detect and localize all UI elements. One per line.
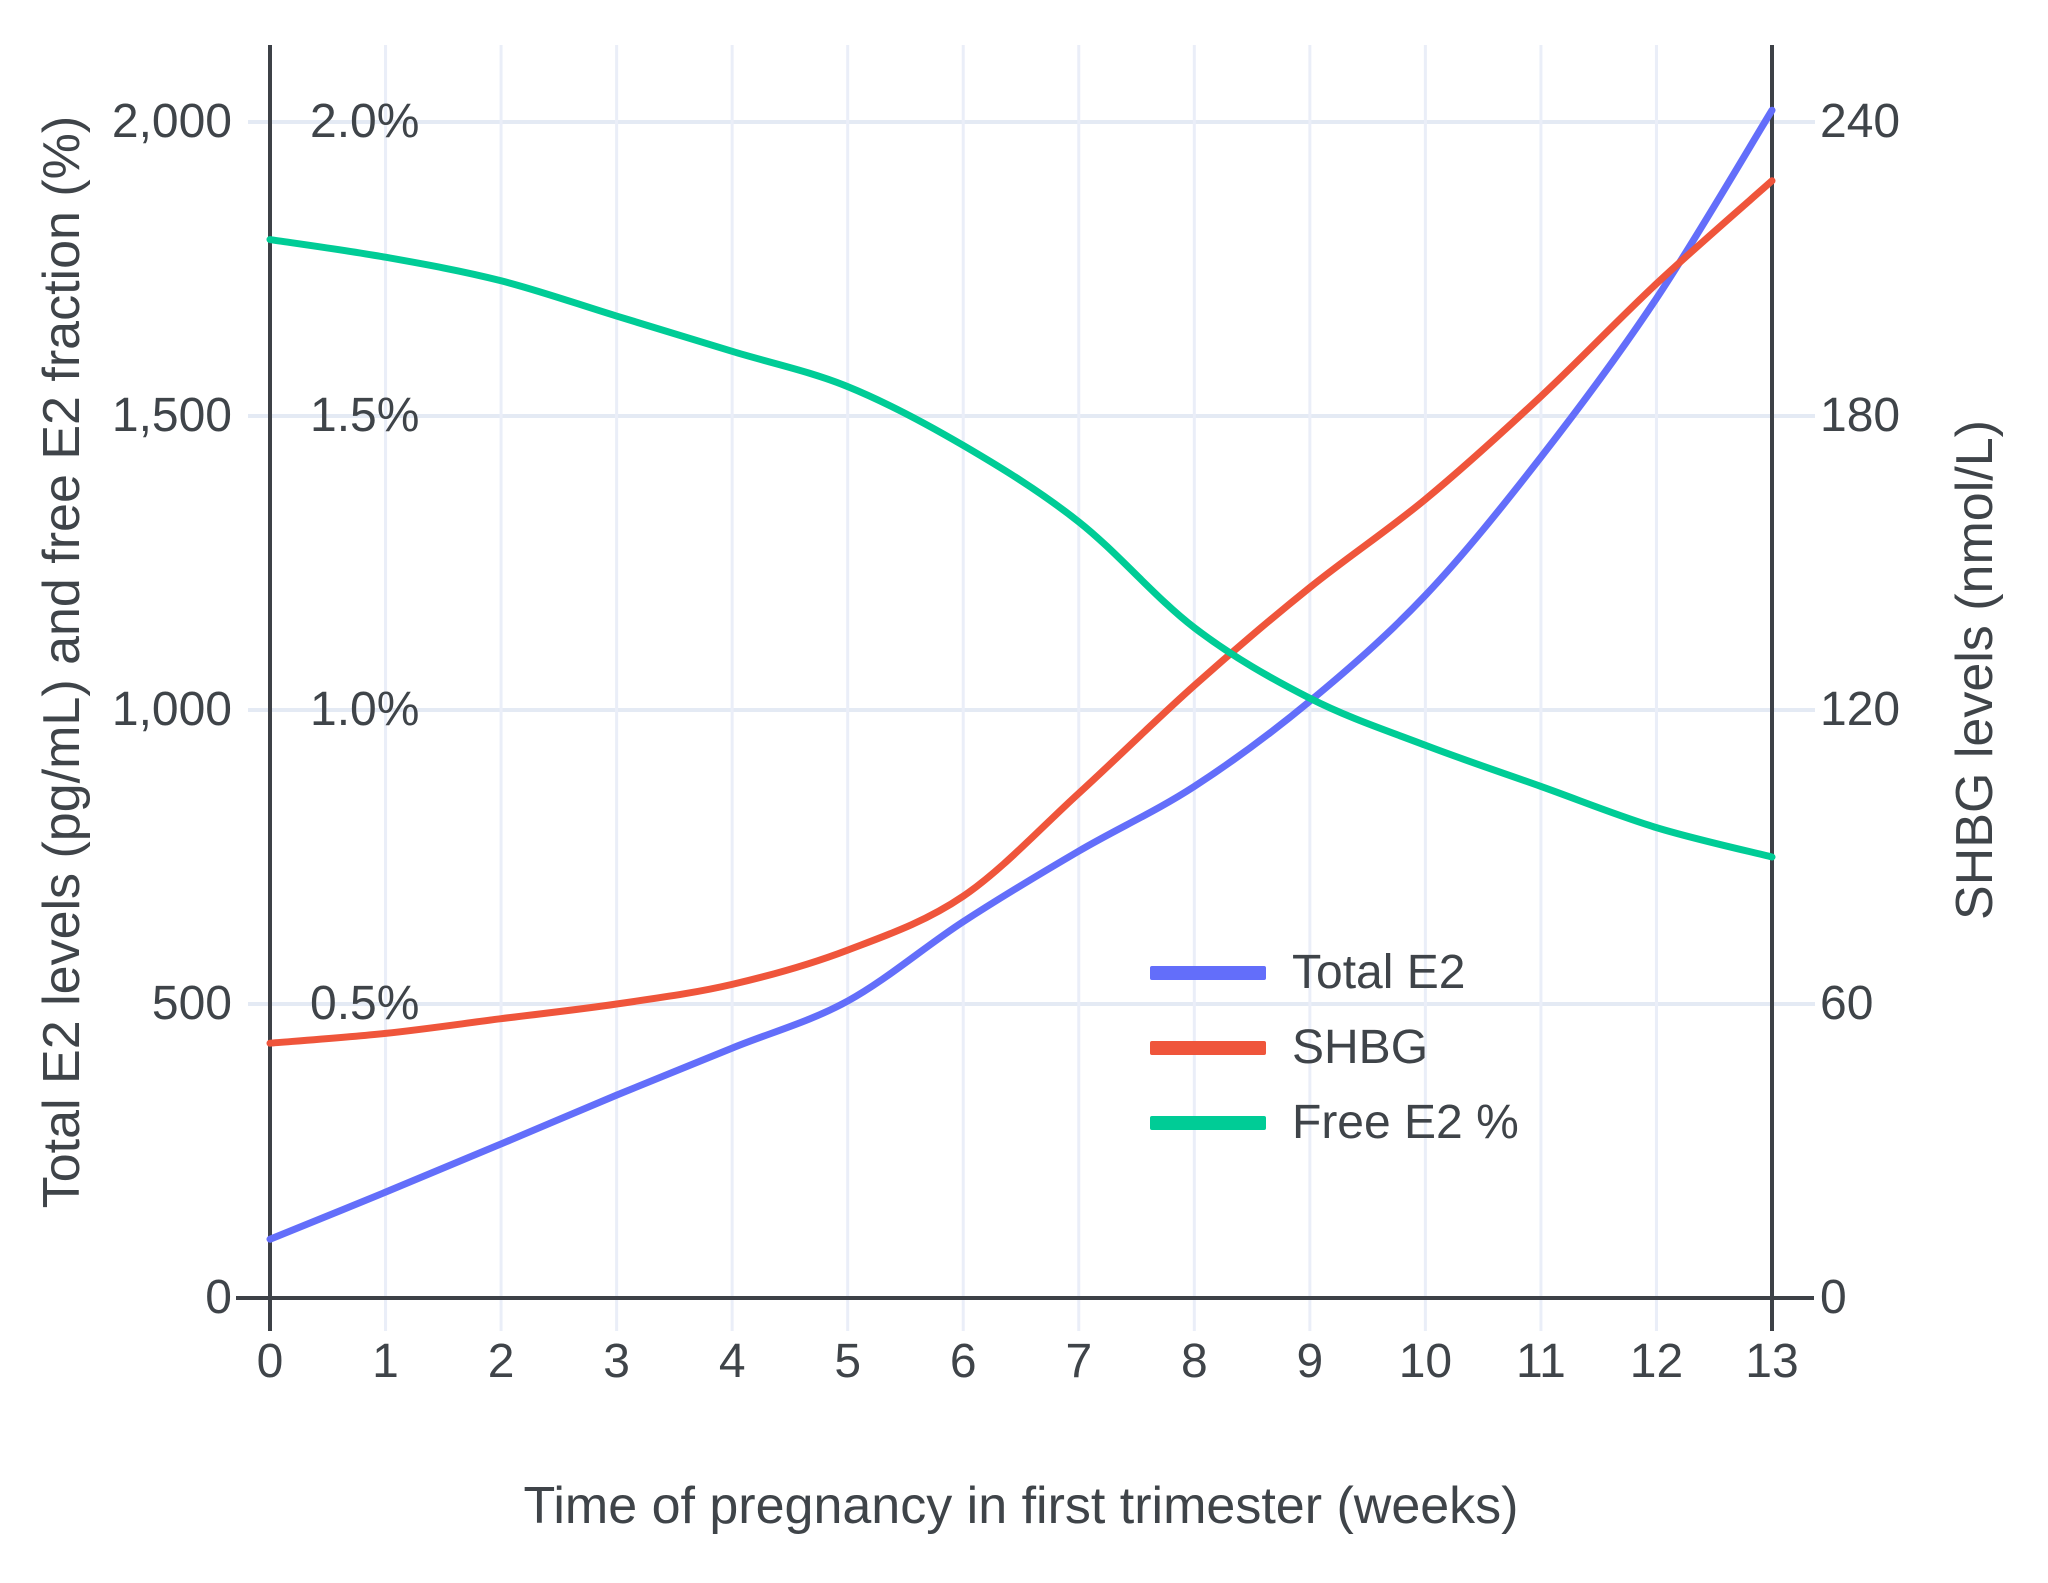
- x-axis-tick: 1: [372, 1335, 399, 1388]
- right-axis-tick: 120: [1820, 683, 1901, 736]
- legend-label: SHBG: [1292, 1021, 1429, 1074]
- left-axis-tick: 2,000: [111, 95, 232, 148]
- total-e2-line-swatch: [1150, 966, 1266, 980]
- x-axis-tick: 0: [256, 1335, 284, 1388]
- x-axis-title: Time of pregnancy in first trimester (we…: [523, 1477, 1519, 1535]
- left-axis-tick: 0: [205, 1271, 232, 1324]
- x-axis-tick: 13: [1745, 1335, 1799, 1388]
- right-axis-tick: 240: [1820, 95, 1901, 148]
- x-axis-tick: 6: [949, 1335, 977, 1388]
- percent-axis-tick: 1.0%: [310, 683, 420, 736]
- x-axis-tick: 8: [1180, 1335, 1208, 1388]
- percent-axis-tick: 2.0%: [310, 95, 420, 148]
- x-axis-tick: 4: [718, 1335, 746, 1388]
- right-axis-tick: 0: [1820, 1271, 1847, 1324]
- x-axis-tick: 12: [1629, 1335, 1684, 1388]
- x-axis-tick: 5: [834, 1335, 862, 1388]
- left-y-axis-title: Total E2 levels (pg/mL) and free E2 frac…: [33, 115, 91, 1209]
- right-y-axis-title: SHBG levels (nmol/L): [1946, 420, 2004, 920]
- legend-label: Total E2: [1292, 946, 1466, 999]
- percent-axis-tick: 0.5%: [310, 977, 420, 1030]
- x-axis-tick: 9: [1296, 1335, 1324, 1388]
- left-axis-tick: 1,000: [111, 683, 232, 736]
- x-axis-tick: 10: [1398, 1335, 1453, 1388]
- x-axis-tick: 7: [1065, 1335, 1093, 1388]
- right-axis-tick: 60: [1820, 977, 1874, 1030]
- x-axis-tick: 2: [487, 1335, 515, 1388]
- left-axis-tick: 500: [151, 977, 232, 1030]
- x-axis-tick: 11: [1515, 1335, 1566, 1388]
- series-line-free-e2: [266, 236, 1776, 861]
- free-e2-line-swatch: [1150, 1116, 1266, 1130]
- shbg-line-swatch: [1150, 1041, 1266, 1055]
- left-axis-tick: 1,500: [111, 389, 232, 442]
- series-line-shbg: [266, 177, 1776, 1047]
- x-axis-tick: 3: [603, 1335, 630, 1388]
- legend-label: Free E2 %: [1292, 1096, 1519, 1149]
- right-axis-tick: 180: [1820, 389, 1901, 442]
- percent-axis-tick: 1.5%: [310, 389, 420, 442]
- series-line-total-e2: [266, 106, 1776, 1243]
